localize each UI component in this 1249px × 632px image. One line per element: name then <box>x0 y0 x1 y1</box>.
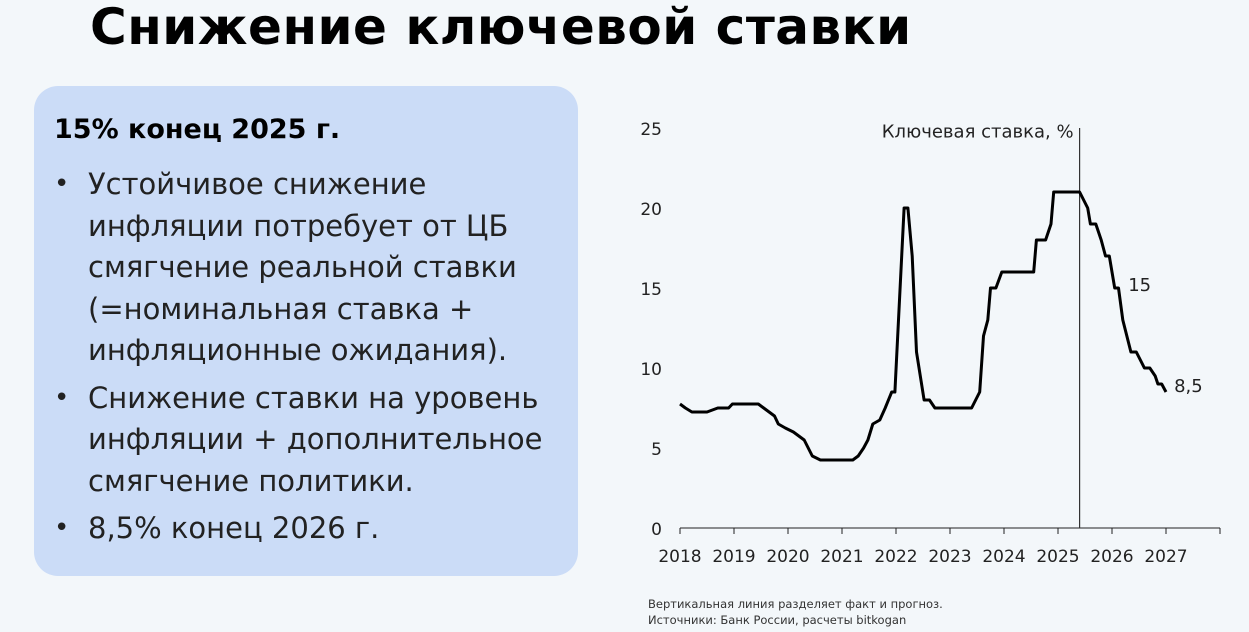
bullet-item: • Снижение ставки на уровень инфляции + … <box>50 378 548 503</box>
chart-annotation: Ключевая ставка, % <box>882 122 1074 143</box>
x-tick-label: 2020 <box>766 547 809 567</box>
x-tick-label: 2027 <box>1144 547 1187 567</box>
series-line <box>679 190 1168 462</box>
x-tick-label: 2024 <box>982 547 1025 567</box>
bullet-text: 8,5% конец 2026 г. <box>88 511 380 545</box>
x-tick-label: 2019 <box>712 547 755 567</box>
footnote-line: Источники: Банк России, расчеты bitkogan <box>648 613 907 627</box>
card-heading: 15% конец 2025 г. <box>54 114 341 145</box>
y-tick-label: 15 <box>640 280 662 300</box>
chart-annotation: 8,5 <box>1174 376 1203 397</box>
y-tick-label: 10 <box>640 360 662 380</box>
x-tick-label: 2018 <box>658 547 701 567</box>
x-tick-label: 2022 <box>874 547 917 567</box>
bullet-text: Снижение ставки на уровень инфляции + до… <box>88 380 543 498</box>
bullet-text: Устойчивое снижение инфляции потребует о… <box>88 167 517 367</box>
footnote-line: Вертикальная линия разделяет факт и прог… <box>648 597 943 611</box>
bullet-dot: • <box>54 382 70 413</box>
x-tick-label: 2025 <box>1036 547 1079 567</box>
x-tick-label: 2026 <box>1090 547 1133 567</box>
x-tick-label: 2021 <box>820 547 863 567</box>
footnote: Вертикальная линия разделяет факт и прог… <box>648 596 943 628</box>
chart-annotation: 15 <box>1128 275 1151 296</box>
y-tick-label: 25 <box>640 120 662 140</box>
key-rate-chart: 2018 2019 2020 2021 2022 2023 2024 2025 2026 2027… <box>640 120 1221 567</box>
y-tick-label: 0 <box>651 520 662 540</box>
summary-card: 15% конец 2025 г. • Устойчивое снижение … <box>34 86 578 576</box>
bullet-dot: • <box>54 513 70 543</box>
bullet-dot: • <box>54 169 70 199</box>
bullet-list: • Устойчивое снижение инфляции потребует… <box>50 164 548 556</box>
page-title: Снижение ключевой ставки <box>90 0 912 56</box>
x-tick-label: 2023 <box>928 547 971 567</box>
y-tick-label: 20 <box>640 200 662 220</box>
y-tick-label: 5 <box>651 440 662 460</box>
bullet-item: • 8,5% конец 2026 г. <box>50 508 548 550</box>
bullet-item: • Устойчивое снижение инфляции потребует… <box>50 164 548 372</box>
